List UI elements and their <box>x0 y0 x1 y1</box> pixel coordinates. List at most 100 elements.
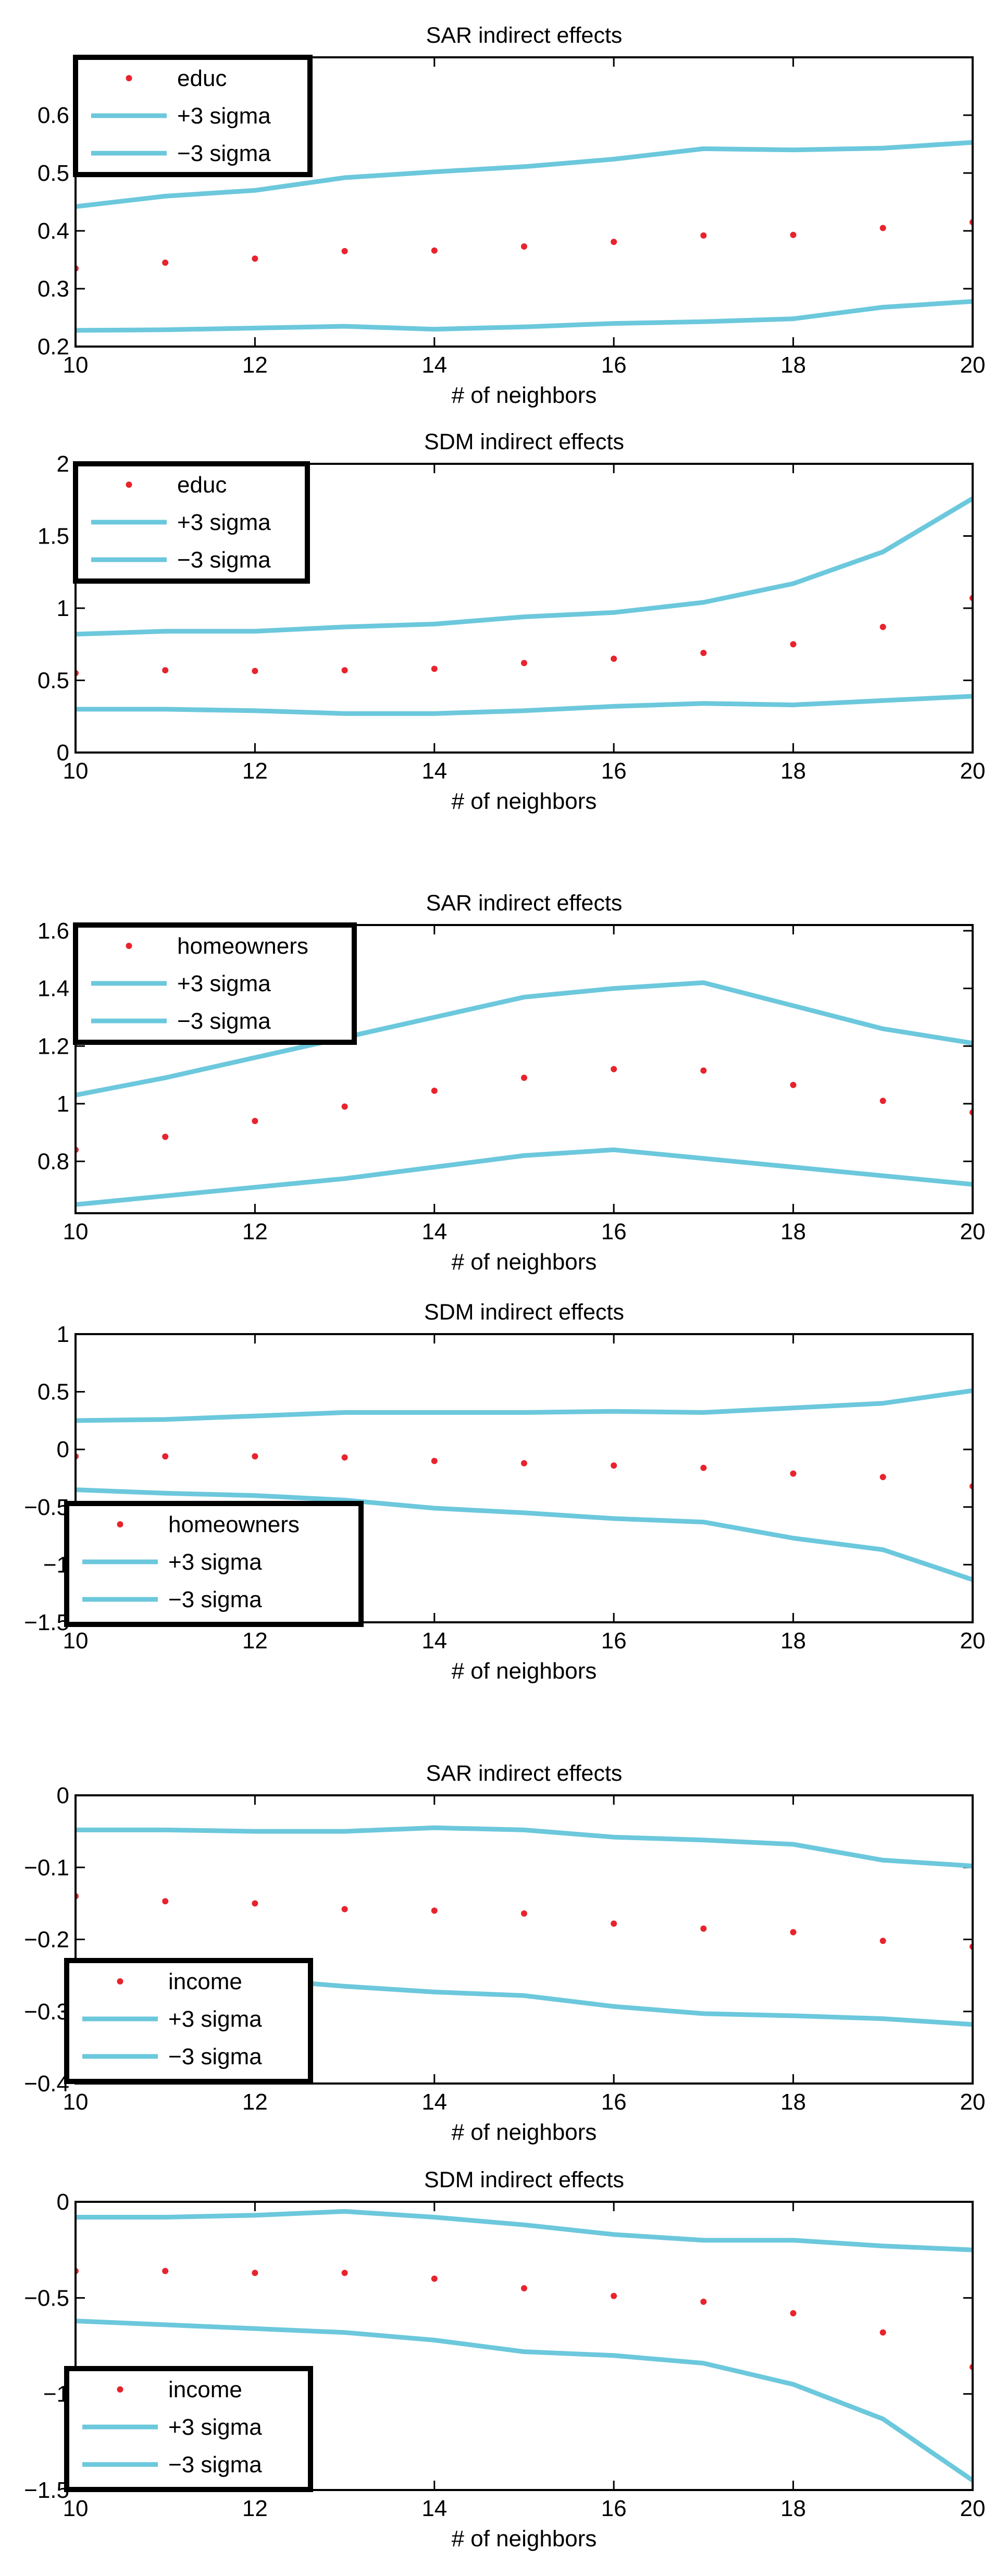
data-point <box>341 1906 348 1913</box>
x-tick-label: 16 <box>601 2089 627 2115</box>
data-point <box>252 1118 258 1125</box>
y-tick-label: 1.5 <box>38 524 69 549</box>
y-tick-label: 0.5 <box>38 161 69 186</box>
series-line <box>76 1388 973 1423</box>
legend-label: −3 sigma <box>168 2452 262 2478</box>
chart-title: SAR indirect effects <box>426 891 623 916</box>
data-point <box>790 1470 797 1477</box>
data-point <box>252 668 258 674</box>
x-tick-label: 18 <box>780 2496 806 2521</box>
legend-label: +3 sigma <box>168 2006 262 2032</box>
legend-label: −3 sigma <box>168 2044 262 2069</box>
legend-label: +3 sigma <box>168 2414 262 2440</box>
legend-marker <box>126 482 132 488</box>
x-tick-label: 14 <box>421 758 447 784</box>
axes-frame <box>74 56 974 348</box>
y-tick-label: 1.6 <box>38 918 69 944</box>
series-line <box>76 2209 973 2252</box>
y-tick-label: −1.5 <box>24 2478 69 2503</box>
y-tick-label: −0.3 <box>24 1999 69 2025</box>
legend-label: homeowners <box>168 1512 300 1537</box>
data-point <box>252 1453 258 1460</box>
series-line <box>76 299 973 333</box>
y-tick-label: 0.8 <box>38 1149 69 1174</box>
data-point <box>162 2267 169 2274</box>
x-axis-label: # of neighbors <box>452 1249 597 1275</box>
panel-3: SAR indirect effects 10 12 14 16 18 20 0.8 1 1.2 1… <box>38 891 986 1275</box>
data-point <box>341 667 348 674</box>
data-point <box>611 1066 617 1073</box>
legend: income +3 sigma −3 sigma <box>64 2366 313 2492</box>
series-line <box>76 1825 973 1868</box>
x-axis-label: # of neighbors <box>452 2119 597 2145</box>
data-point <box>431 665 438 672</box>
data-point <box>879 1098 886 1104</box>
y-tick-label: −0.1 <box>24 1855 69 1880</box>
axes-frame <box>74 1333 974 1623</box>
data-point <box>879 1938 886 1944</box>
x-tick-label: 12 <box>242 2089 268 2115</box>
x-tick-label: 10 <box>63 1628 89 1654</box>
y-tick-label: 1 <box>57 1322 69 1347</box>
x-tick-label: 14 <box>421 2089 447 2115</box>
legend-label: educ <box>177 66 227 91</box>
legend-label: +3 sigma <box>177 103 271 129</box>
data-point <box>700 1067 707 1074</box>
data-point <box>611 1462 617 1469</box>
y-tick-label: −0.2 <box>24 1927 69 1953</box>
y-tick-label: 0.5 <box>38 668 69 694</box>
data-point <box>431 247 438 254</box>
data-point <box>790 1929 797 1936</box>
x-tick-label: 10 <box>63 352 89 378</box>
data-point <box>431 1458 438 1464</box>
plot-area <box>76 496 973 716</box>
legend-label: −3 sigma <box>177 1008 271 1034</box>
x-tick-label: 10 <box>63 2089 89 2115</box>
legend: homeowners +3 sigma −3 sigma <box>73 922 357 1045</box>
data-point <box>790 641 797 648</box>
legend-label: educ <box>177 472 227 498</box>
data-point <box>879 624 886 631</box>
legend-label: income <box>168 2377 242 2402</box>
x-tick-label: 16 <box>601 352 627 378</box>
x-tick-label: 16 <box>601 1628 627 1654</box>
data-point <box>162 667 169 674</box>
legend-marker <box>117 1521 123 1527</box>
data-point <box>162 1453 169 1460</box>
chart-title: SDM indirect effects <box>424 1300 624 1325</box>
legend: educ +3 sigma −3 sigma <box>73 55 313 177</box>
data-point <box>790 1081 797 1088</box>
data-point <box>162 1898 169 1905</box>
legend-marker <box>126 943 132 949</box>
data-point <box>611 1920 617 1927</box>
data-point <box>341 1103 348 1110</box>
x-tick-label: 16 <box>601 758 627 784</box>
data-point <box>162 1133 169 1140</box>
data-point <box>341 1454 348 1461</box>
data-point <box>252 255 258 262</box>
series-line <box>76 140 973 209</box>
y-tick-label: 0 <box>57 1437 69 1462</box>
y-tick-label: 1.4 <box>38 976 69 1002</box>
x-tick-label: 20 <box>960 2496 986 2521</box>
x-tick-label: 10 <box>63 2496 89 2521</box>
data-point <box>790 231 797 238</box>
y-tick-label: −0.5 <box>24 2285 69 2311</box>
series-line <box>76 2319 973 2483</box>
y-tick-label: 0 <box>57 740 69 766</box>
series-line <box>76 496 973 637</box>
plot-area <box>76 1825 973 2027</box>
data-point <box>431 1087 438 1094</box>
y-tick-label: 2 <box>57 451 69 477</box>
data-point <box>879 1474 886 1481</box>
plot-area <box>76 980 973 1207</box>
legend-label: +3 sigma <box>177 510 271 535</box>
x-tick-label: 10 <box>63 758 89 784</box>
legend-marker <box>117 2386 123 2393</box>
data-point <box>341 2270 348 2276</box>
x-tick-label: 14 <box>421 1628 447 1654</box>
x-tick-label: 18 <box>780 1219 806 1244</box>
data-point <box>700 1925 707 1932</box>
